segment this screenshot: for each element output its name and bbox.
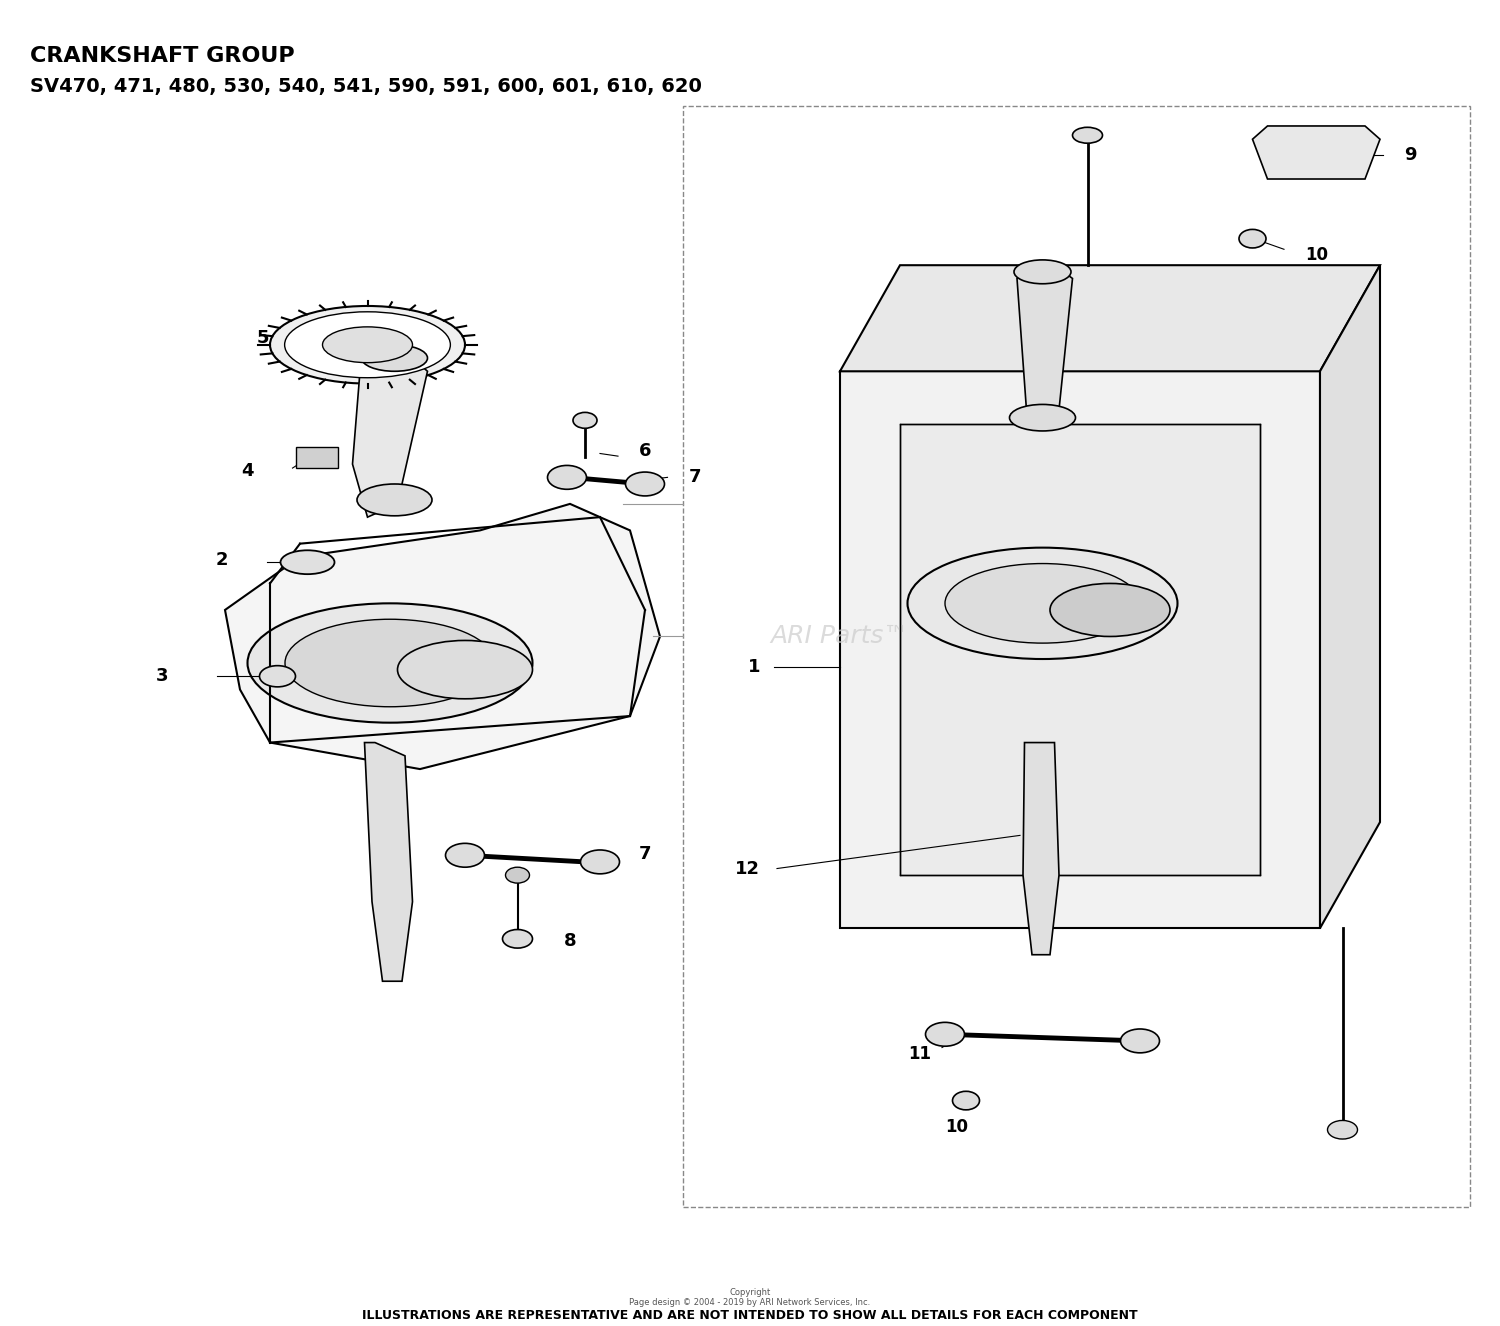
Text: 4: 4 [242, 461, 254, 480]
Ellipse shape [446, 843, 485, 867]
Ellipse shape [260, 666, 296, 687]
Ellipse shape [926, 1022, 964, 1046]
Text: 7: 7 [639, 845, 651, 863]
Ellipse shape [398, 640, 532, 699]
Text: 5: 5 [256, 329, 268, 347]
Text: 11: 11 [908, 1045, 932, 1063]
Polygon shape [364, 743, 413, 981]
Polygon shape [1252, 126, 1380, 179]
Ellipse shape [1050, 583, 1170, 636]
Ellipse shape [506, 867, 530, 883]
Text: 3: 3 [156, 667, 168, 686]
Text: SV470, 471, 480, 530, 540, 541, 590, 591, 600, 601, 610, 620: SV470, 471, 480, 530, 540, 541, 590, 591… [30, 77, 702, 95]
Text: ARI Parts™: ARI Parts™ [771, 625, 909, 648]
Ellipse shape [285, 312, 450, 378]
Text: CRANKSHAFT GROUP: CRANKSHAFT GROUP [30, 46, 294, 66]
Ellipse shape [580, 850, 620, 874]
Ellipse shape [270, 306, 465, 383]
Ellipse shape [573, 412, 597, 428]
Ellipse shape [548, 465, 586, 489]
Polygon shape [1320, 265, 1380, 928]
Ellipse shape [248, 603, 532, 723]
Ellipse shape [1014, 260, 1071, 284]
Polygon shape [352, 358, 428, 517]
Polygon shape [296, 447, 338, 468]
Text: 9: 9 [1404, 146, 1416, 164]
Text: 12: 12 [735, 859, 759, 878]
Text: Copyright: Copyright [729, 1288, 771, 1297]
Text: 10: 10 [1305, 245, 1329, 264]
Text: 1: 1 [748, 658, 760, 676]
Ellipse shape [357, 484, 432, 516]
Ellipse shape [952, 1091, 980, 1110]
Ellipse shape [1328, 1120, 1358, 1139]
Ellipse shape [1120, 1029, 1160, 1053]
Ellipse shape [1010, 404, 1076, 431]
Polygon shape [840, 371, 1320, 928]
Ellipse shape [945, 564, 1140, 643]
Text: 7: 7 [688, 468, 700, 487]
Ellipse shape [908, 548, 1178, 659]
Text: 6: 6 [639, 442, 651, 460]
Ellipse shape [322, 328, 413, 363]
Polygon shape [1023, 743, 1059, 955]
Text: ILLUSTRATIONS ARE REPRESENTATIVE AND ARE NOT INTENDED TO SHOW ALL DETAILS FOR EA: ILLUSTRATIONS ARE REPRESENTATIVE AND ARE… [362, 1309, 1138, 1322]
Text: Page design © 2004 - 2019 by ARI Network Services, Inc.: Page design © 2004 - 2019 by ARI Network… [630, 1298, 870, 1307]
Text: 10: 10 [945, 1118, 969, 1136]
Text: 8: 8 [564, 932, 576, 951]
Ellipse shape [1072, 127, 1102, 143]
Polygon shape [900, 424, 1260, 875]
Ellipse shape [626, 472, 664, 496]
Text: 2: 2 [216, 550, 228, 569]
Ellipse shape [285, 619, 495, 707]
Ellipse shape [1239, 229, 1266, 248]
Ellipse shape [503, 930, 532, 948]
Ellipse shape [362, 345, 428, 371]
Polygon shape [840, 265, 1380, 371]
Ellipse shape [280, 550, 334, 574]
Polygon shape [225, 504, 660, 769]
Polygon shape [1017, 265, 1072, 424]
